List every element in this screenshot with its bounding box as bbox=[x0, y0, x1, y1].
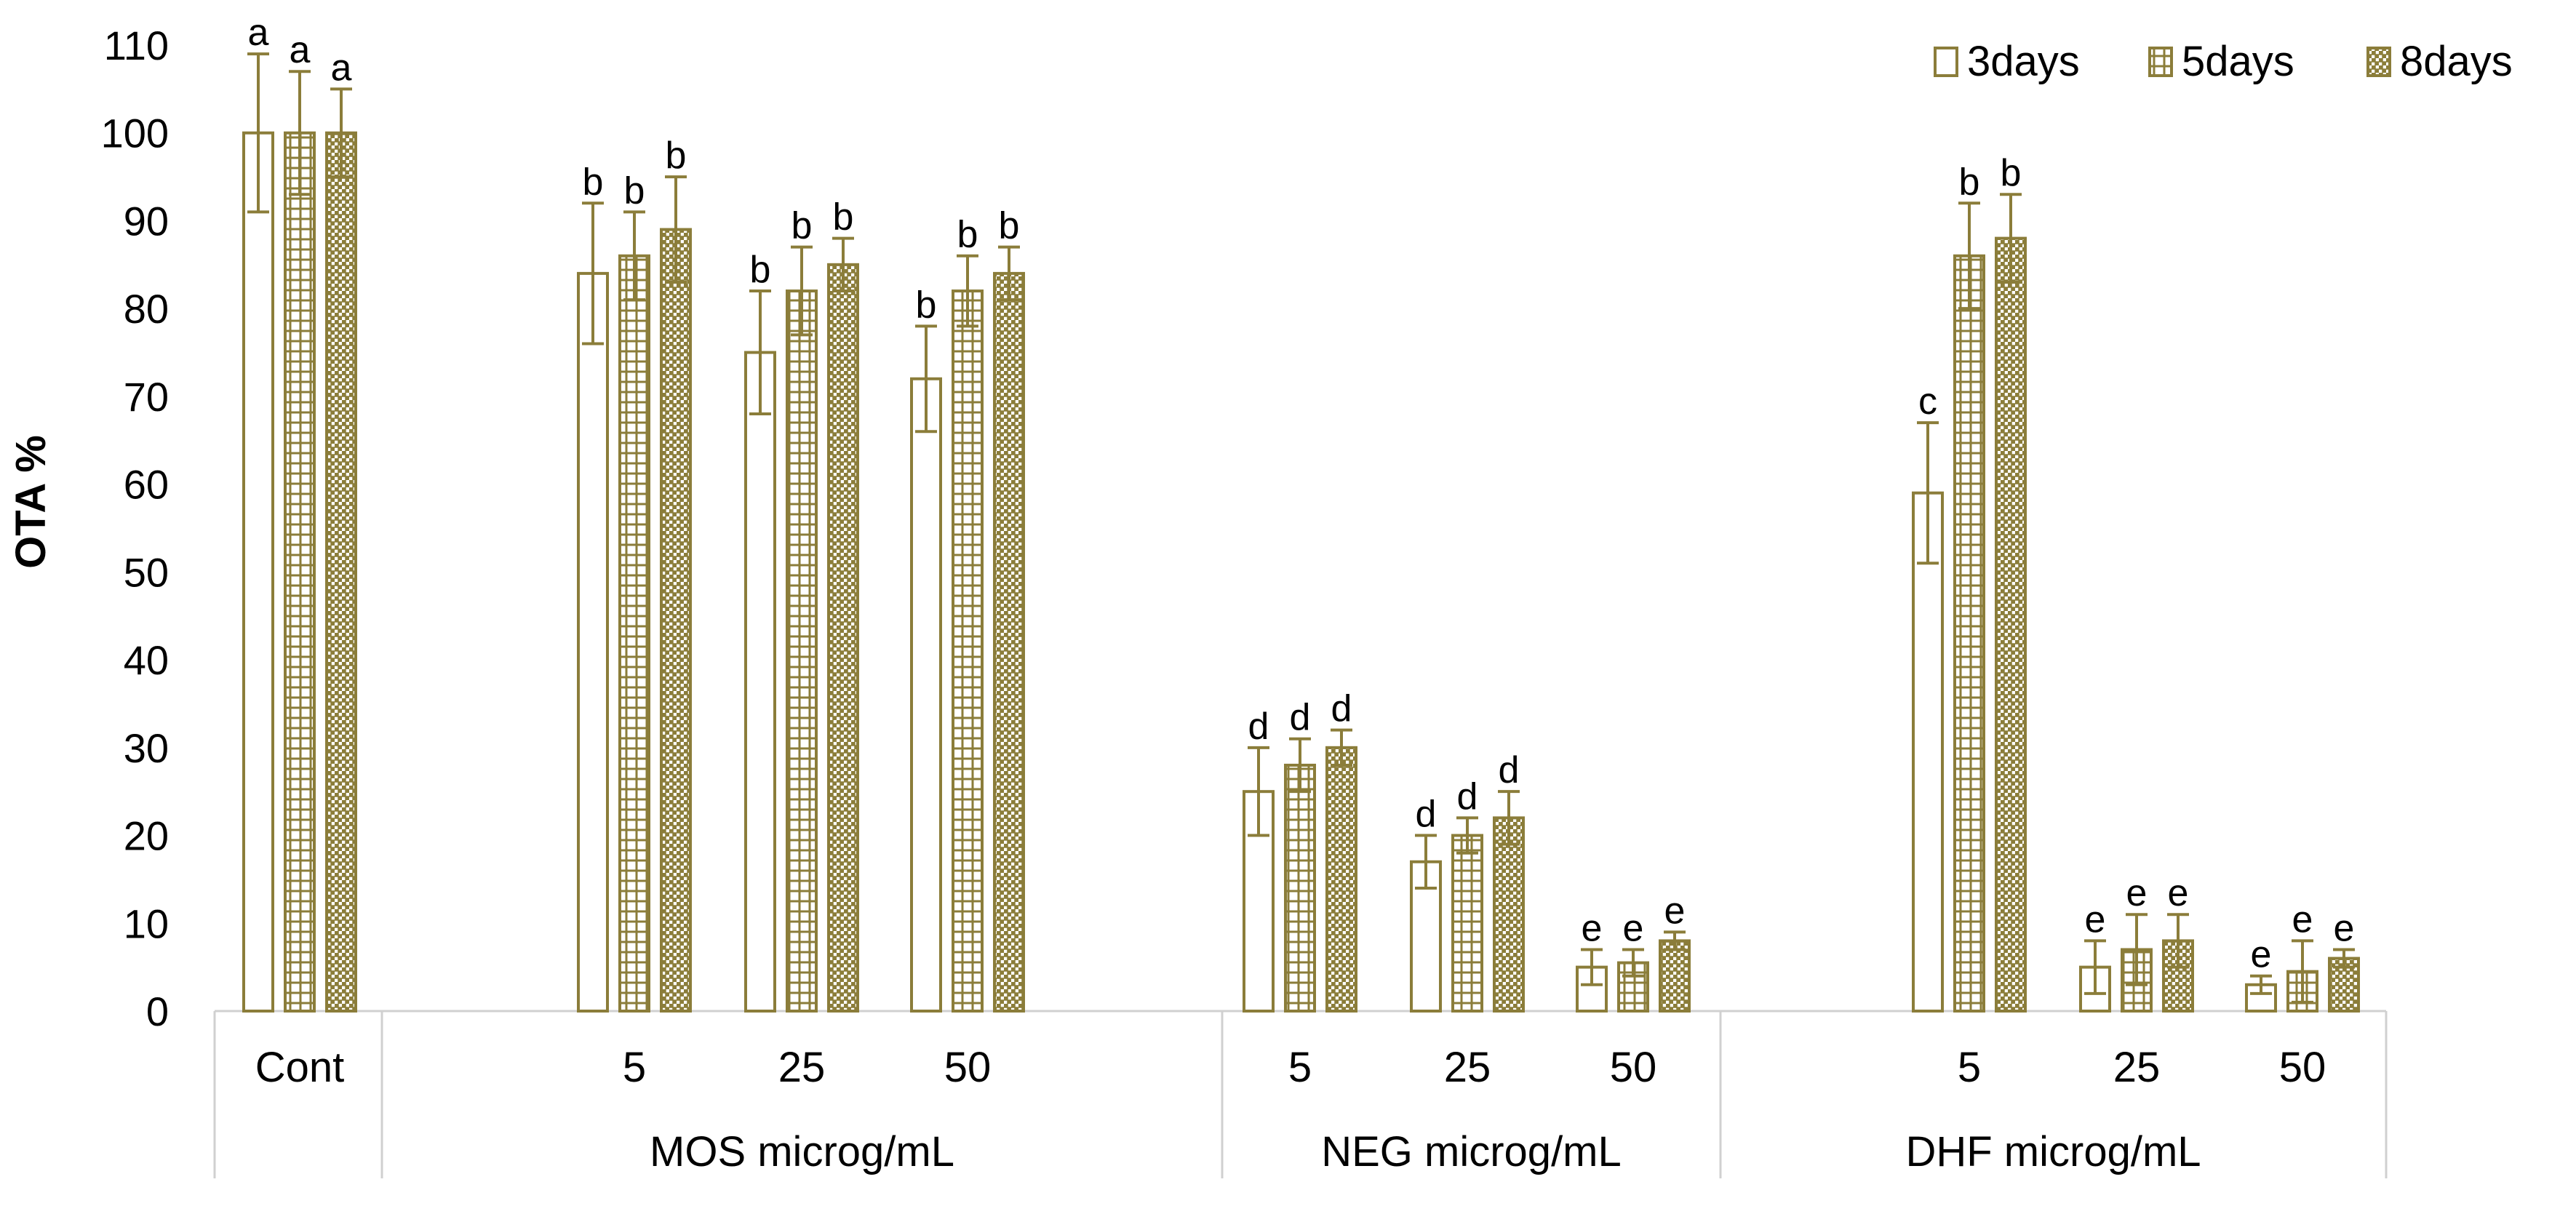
significance-letter: b bbox=[2001, 152, 2022, 194]
x-category-label: Cont bbox=[255, 1044, 345, 1091]
significance-letter: b bbox=[916, 284, 937, 326]
y-tick-label: 30 bbox=[124, 725, 169, 771]
y-tick-label: 80 bbox=[124, 286, 169, 332]
bar-8days bbox=[325, 131, 357, 1013]
y-tick-label: 70 bbox=[124, 374, 169, 420]
y-tick-label: 100 bbox=[101, 111, 169, 156]
y-tick-label: 110 bbox=[104, 23, 169, 68]
x-group-label: MOS microg/mL bbox=[650, 1128, 954, 1175]
x-category-label: 25 bbox=[2113, 1044, 2161, 1091]
bar-5days bbox=[786, 289, 818, 1013]
legend-label-5days: 5days bbox=[2182, 38, 2294, 85]
significance-letter: c bbox=[1918, 380, 1937, 423]
significance-letter: b bbox=[833, 196, 854, 239]
y-tick-label: 60 bbox=[124, 462, 169, 508]
bar-3days bbox=[744, 351, 776, 1013]
significance-letter: e bbox=[1623, 907, 1644, 949]
x-category-label: 5 bbox=[1288, 1044, 1312, 1091]
bar-5days bbox=[1284, 763, 1316, 1013]
x-category-label: 5 bbox=[1958, 1044, 1981, 1091]
significance-letter: b bbox=[624, 169, 645, 212]
bar-8days bbox=[993, 271, 1025, 1013]
significance-letter: e bbox=[1582, 907, 1603, 949]
significance-letter: b bbox=[1959, 161, 1980, 203]
x-category-label: 50 bbox=[1610, 1044, 1657, 1091]
y-axis-title: OTA % bbox=[7, 435, 55, 569]
y-tick-label: 20 bbox=[124, 813, 169, 859]
legend: 3days 5days 8days bbox=[1934, 38, 2513, 85]
axes: 0 10 20 30 40 50 60 70 80 90 100 110 OTA % bbox=[7, 23, 2388, 1178]
significance-letter: e bbox=[2168, 872, 2189, 914]
significance-letter: d bbox=[1499, 749, 1520, 791]
significance-letter: b bbox=[791, 205, 813, 247]
significance-letter: b bbox=[666, 135, 687, 177]
bar-8days bbox=[1325, 746, 1357, 1013]
legend-swatch-3days bbox=[1934, 47, 1958, 77]
significance-letter: b bbox=[750, 249, 771, 291]
bar-3days bbox=[242, 131, 274, 1013]
bar-5days bbox=[1451, 834, 1483, 1013]
bar-5days bbox=[284, 131, 316, 1013]
significance-letter: d bbox=[1457, 775, 1478, 818]
significance-letter: a bbox=[331, 47, 352, 89]
bar-8days bbox=[1493, 816, 1525, 1013]
legend-swatch-8days bbox=[2366, 47, 2391, 77]
bars bbox=[242, 52, 2360, 1013]
significance-letter: d bbox=[1248, 706, 1269, 748]
y-tick-label: 50 bbox=[124, 549, 169, 595]
y-tick-label: 10 bbox=[124, 900, 169, 946]
x-category-label: 50 bbox=[944, 1044, 992, 1091]
significance-letter: e bbox=[2334, 907, 2355, 949]
bar-3days bbox=[910, 377, 942, 1013]
significance-letter: a bbox=[248, 12, 269, 54]
significance-letter: b bbox=[583, 161, 604, 203]
significance-letter: e bbox=[2251, 934, 2272, 976]
significance-letter: d bbox=[1331, 688, 1352, 730]
y-tick-label: 40 bbox=[124, 637, 169, 683]
x-group-label: NEG microg/mL bbox=[1321, 1128, 1622, 1175]
bar-8days bbox=[1995, 236, 2027, 1013]
significance-letter: b bbox=[957, 214, 978, 256]
bar-5days bbox=[1953, 254, 1985, 1013]
significance-letter: e bbox=[2126, 872, 2148, 914]
bar-3days bbox=[577, 271, 609, 1013]
bar-3days bbox=[1912, 491, 1944, 1013]
significance-letter: e bbox=[2292, 898, 2313, 941]
bar-8days bbox=[660, 228, 692, 1013]
bar-8days bbox=[1659, 939, 1691, 1013]
y-tick-label: 90 bbox=[124, 198, 169, 244]
legend-label-8days: 8days bbox=[2400, 38, 2513, 85]
legend-label-3days: 3days bbox=[1967, 38, 2080, 85]
significance-letter: a bbox=[290, 29, 311, 71]
x-category-label: 50 bbox=[2279, 1044, 2326, 1091]
y-tick-label: 0 bbox=[146, 989, 169, 1034]
significance-letter: d bbox=[1290, 697, 1311, 739]
x-category-label: 25 bbox=[1444, 1044, 1491, 1091]
bar-8days bbox=[827, 263, 859, 1013]
significance-letter: d bbox=[1416, 794, 1437, 836]
x-category-label: 5 bbox=[623, 1044, 646, 1091]
significance-letter: e bbox=[1664, 890, 1686, 932]
significance-letter: e bbox=[2085, 898, 2106, 941]
legend-swatch-5days bbox=[2148, 47, 2173, 77]
significance-letter: b bbox=[999, 205, 1020, 247]
bar-5days bbox=[618, 254, 650, 1013]
bar-5days bbox=[952, 289, 984, 1013]
x-category-label: 25 bbox=[778, 1044, 826, 1091]
x-group-label: DHF microg/mL bbox=[1905, 1128, 2201, 1175]
